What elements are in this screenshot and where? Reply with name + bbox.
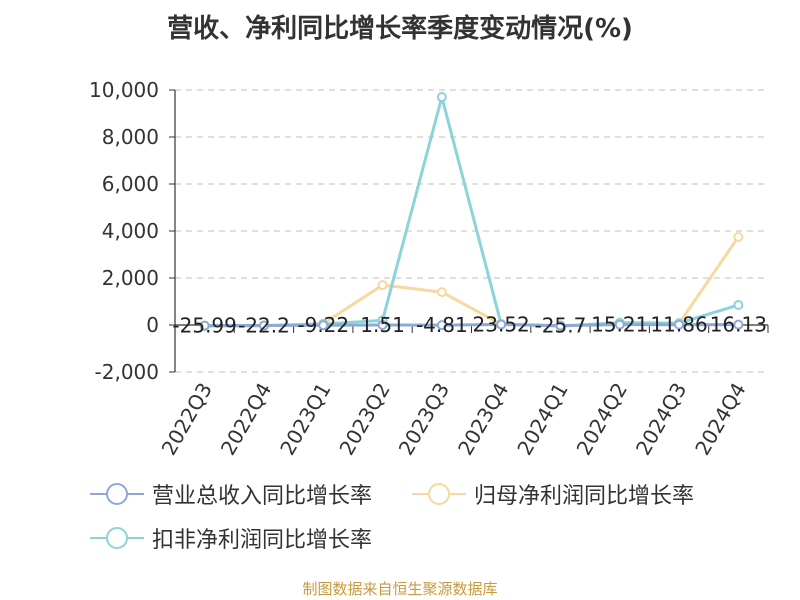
x-tick-label: 2022Q4: [216, 379, 276, 460]
legend-item-net-profit[interactable]: 归母净利润同比增长率: [412, 478, 694, 510]
data-label: 23.52: [473, 312, 530, 336]
x-tick-label: 2022Q3: [157, 379, 217, 460]
data-point: [733, 319, 744, 330]
data-label: -25.99: [172, 314, 236, 338]
legend-label-net-profit: 归母净利润同比增长率: [474, 484, 695, 509]
y-tick-label: -2,000: [95, 360, 159, 384]
x-axis: 2022Q32022Q42023Q12023Q22023Q32023Q42024…: [157, 324, 769, 460]
data-label: 1.51: [360, 313, 405, 337]
series-line: [204, 95, 739, 328]
data-label: 16.13: [710, 313, 767, 337]
data-label: -22.2: [238, 314, 290, 338]
data-label: 15.21: [591, 313, 648, 337]
data-point: [199, 320, 210, 331]
data-label: -4.81: [416, 313, 468, 337]
data-label: -25.7: [535, 314, 587, 338]
legend-item-deducted-net-profit[interactable]: 扣非净利润同比增长率: [90, 522, 372, 554]
series-line: [204, 322, 739, 328]
data-point: [318, 320, 329, 331]
data-point: [555, 320, 566, 331]
source-footer: 制图数据来自恒生聚源数据库: [302, 580, 498, 598]
y-tick-label: 4,000: [102, 219, 159, 243]
y-tick-label: 0: [146, 313, 159, 337]
x-tick-label: 2023Q2: [334, 379, 394, 460]
x-tick-label: 2024Q2: [572, 379, 632, 460]
x-tick-label: 2023Q3: [394, 378, 454, 459]
data-point: [733, 231, 744, 242]
y-tick-label: 2,000: [102, 266, 159, 290]
y-tick-label: 6,000: [102, 172, 159, 196]
y-axis: -2,000 0 2,000 4,000 6,000 8,000 10,000: [89, 78, 176, 384]
x-tick-label: 2024Q1: [512, 379, 572, 460]
x-tick-label: 2024Q3: [631, 379, 691, 460]
series-lines: [199, 92, 744, 332]
legend-label-revenue: 营业总收入同比增长率: [152, 484, 373, 509]
y-tick-label: 8,000: [102, 125, 159, 149]
legend-item-revenue[interactable]: 营业总收入同比增长率: [90, 478, 372, 510]
data-point: [436, 92, 447, 103]
legend-label-deducted-net-profit: 扣非净利润同比增长率: [152, 528, 373, 553]
data-point: [674, 319, 685, 330]
data-point: [496, 319, 507, 330]
legend-marker-net-profit: [412, 483, 466, 505]
data-point: [258, 320, 269, 331]
data-label: 11.86: [650, 313, 707, 337]
data-point: [377, 280, 388, 291]
data-labels: -25.99 -22.2 -9.22 1.51 -4.81 23.52 -25.7 15.21…: [172, 312, 767, 337]
x-tick-label: 2023Q1: [275, 379, 335, 460]
data-point: [377, 319, 388, 330]
x-tick-label: 2024Q4: [690, 379, 750, 460]
legend-marker-deducted-net-profit: [90, 527, 144, 549]
data-point: [436, 320, 447, 331]
data-label: -9.22: [297, 313, 349, 337]
y-tick-label: 10,000: [89, 78, 159, 102]
legend-marker-revenue: [90, 483, 144, 505]
data-point: [733, 300, 744, 311]
data-point: [614, 319, 625, 330]
x-tick-label: 2023Q4: [453, 379, 513, 460]
data-point: [436, 287, 447, 298]
chart-title: 营收、净利同比增长率季度变动情况(%): [167, 14, 633, 44]
